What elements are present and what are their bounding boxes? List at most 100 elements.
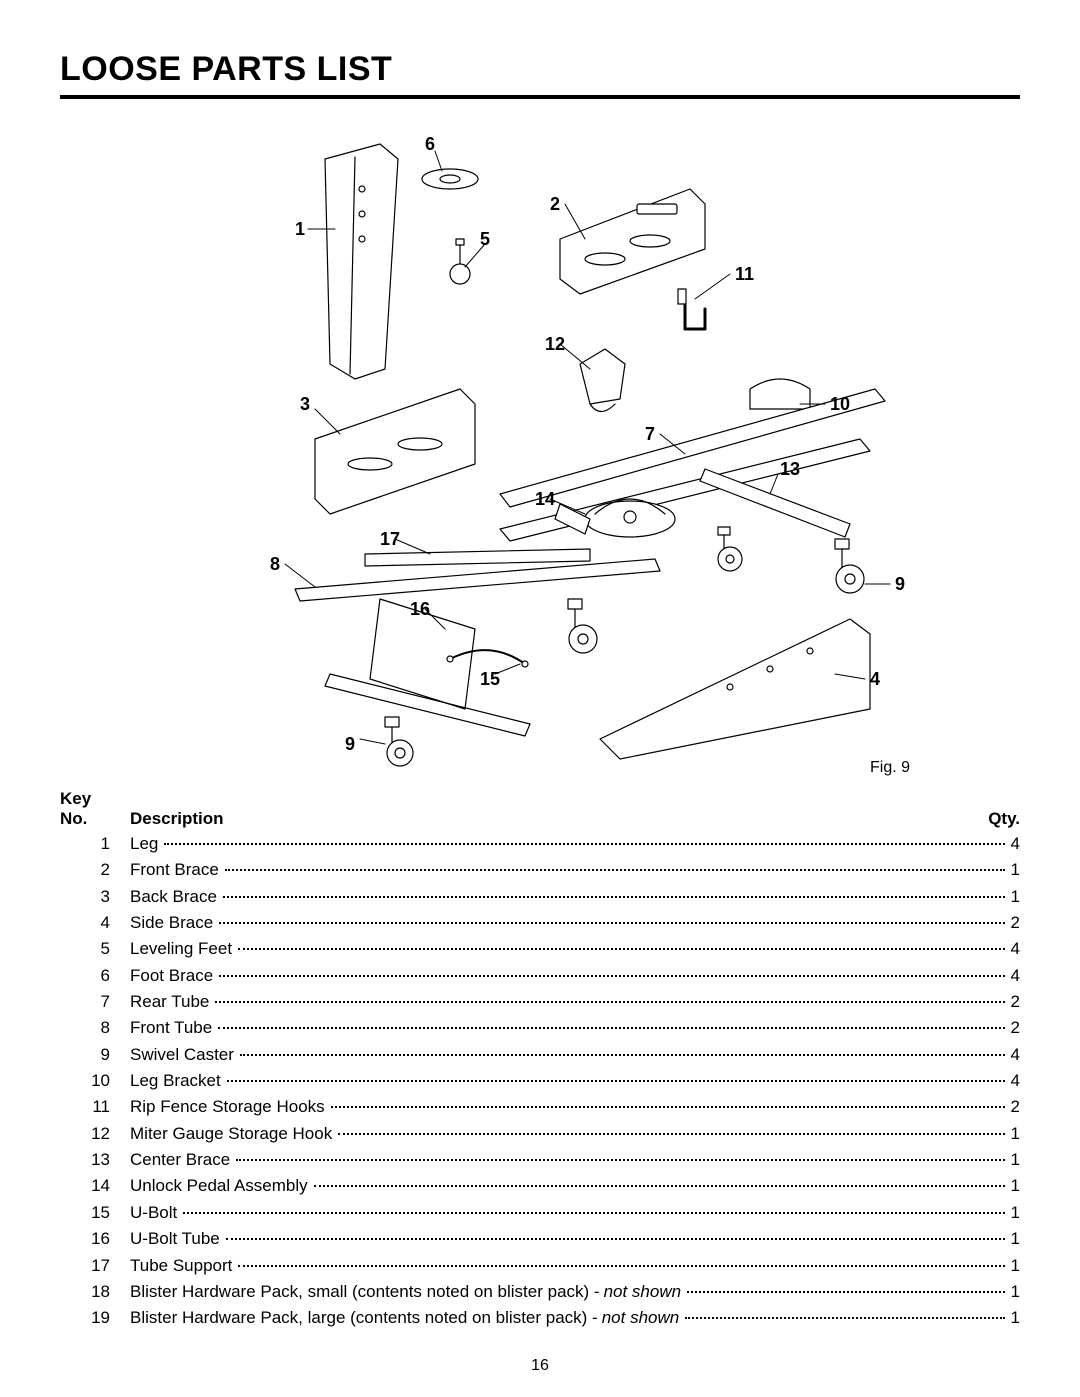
callout-number: 9 <box>895 574 905 595</box>
cell-key-no: 9 <box>60 1042 130 1068</box>
cell-description: Rear Tube <box>130 989 213 1015</box>
header-key-line1: Key <box>60 789 130 809</box>
cell-key-no: 8 <box>60 1015 130 1041</box>
leader-dots <box>225 869 1005 871</box>
leader-dots <box>238 1265 1004 1267</box>
callout-number: 6 <box>425 134 435 155</box>
cell-description: Blister Hardware Pack, large (contents n… <box>130 1305 602 1331</box>
cell-key-no: 7 <box>60 989 130 1015</box>
header-description: Description <box>130 809 960 829</box>
table-row: 3Back Brace1 <box>60 884 1020 910</box>
callout-number: 5 <box>480 229 490 250</box>
callout-number: 14 <box>535 489 555 510</box>
leader-dots <box>687 1291 1004 1293</box>
table-row: 7Rear Tube 2 <box>60 989 1020 1015</box>
cell-qty: 1 <box>1007 1226 1020 1252</box>
callouts-layer: 16521112310713141789161549 <box>130 119 950 769</box>
cell-qty: 4 <box>1007 963 1020 989</box>
callout-number: 16 <box>410 599 430 620</box>
cell-qty: 2 <box>1007 1094 1020 1120</box>
cell-description: Leg Bracket <box>130 1068 225 1094</box>
leader-dots <box>314 1185 1005 1187</box>
cell-key-no: 19 <box>60 1305 130 1331</box>
cell-qty: 1 <box>1007 1121 1020 1147</box>
table-row: 17Tube Support 1 <box>60 1253 1020 1279</box>
cell-key-no: 3 <box>60 884 130 910</box>
callout-number: 10 <box>830 394 850 415</box>
table-row: 1Leg4 <box>60 831 1020 857</box>
leader-dots <box>240 1054 1005 1056</box>
cell-description: Center Brace <box>130 1147 234 1173</box>
parts-table: 1Leg42Front Brace13Back Brace14Side Brac… <box>60 831 1020 1332</box>
cell-key-no: 10 <box>60 1068 130 1094</box>
cell-description: Rip Fence Storage Hooks <box>130 1094 329 1120</box>
callout-number: 1 <box>295 219 305 240</box>
callout-number: 8 <box>270 554 280 575</box>
cell-description: Leg <box>130 831 162 857</box>
cell-key-no: 15 <box>60 1200 130 1226</box>
cell-key-no: 11 <box>60 1094 130 1120</box>
cell-qty: 2 <box>1007 989 1020 1015</box>
leader-dots <box>183 1212 1004 1214</box>
page: LOOSE PARTS LIST <box>0 0 1080 1397</box>
cell-qty: 1 <box>1007 1305 1020 1331</box>
cell-description: U-Bolt <box>130 1200 181 1226</box>
cell-key-no: 13 <box>60 1147 130 1173</box>
cell-key-no: 12 <box>60 1121 130 1147</box>
cell-key-no: 14 <box>60 1173 130 1199</box>
cell-description: Front Tube <box>130 1015 216 1041</box>
leader-dots <box>164 843 1004 845</box>
cell-key-no: 2 <box>60 857 130 883</box>
cell-qty: 4 <box>1007 1042 1020 1068</box>
leader-dots <box>238 948 1004 950</box>
callout-number: 17 <box>380 529 400 550</box>
cell-key-no: 17 <box>60 1253 130 1279</box>
leader-dots <box>219 922 1004 924</box>
cell-description: Leveling Feet <box>130 936 236 962</box>
cell-description: Side Brace <box>130 910 217 936</box>
cell-description: Front Brace <box>130 857 223 883</box>
cell-qty: 2 <box>1007 910 1020 936</box>
cell-description: Tube Support <box>130 1253 236 1279</box>
table-row: 11Rip Fence Storage Hooks 2 <box>60 1094 1020 1120</box>
leader-dots <box>338 1133 1004 1135</box>
cell-qty: 4 <box>1007 1068 1020 1094</box>
cell-qty: 1 <box>1007 1279 1020 1305</box>
table-row: 8Front Tube2 <box>60 1015 1020 1041</box>
cell-key-no: 6 <box>60 963 130 989</box>
table-row: 4Side Brace 2 <box>60 910 1020 936</box>
callout-number: 9 <box>345 734 355 755</box>
header-key-line2: No. <box>60 809 130 829</box>
table-row: 2Front Brace1 <box>60 857 1020 883</box>
cell-key-no: 18 <box>60 1279 130 1305</box>
table-row: 18Blister Hardware Pack, small (contents… <box>60 1279 1020 1305</box>
table-row: 13Center Brace1 <box>60 1147 1020 1173</box>
page-number: 16 <box>0 1357 1080 1375</box>
table-row: 19Blister Hardware Pack, large (contents… <box>60 1305 1020 1331</box>
leader-dots <box>226 1238 1005 1240</box>
leader-dots <box>219 975 1004 977</box>
figure-caption: Fig. 9 <box>870 759 910 777</box>
leader-dots <box>223 896 1005 898</box>
leader-dots <box>685 1317 1004 1319</box>
table-row: 16U-Bolt Tube 1 <box>60 1226 1020 1252</box>
parts-diagram: 16521112310713141789161549 Fig. 9 <box>60 119 1020 779</box>
cell-qty: 1 <box>1007 1253 1020 1279</box>
cell-key-no: 16 <box>60 1226 130 1252</box>
table-row: 14Unlock Pedal Assembly1 <box>60 1173 1020 1199</box>
cell-note: not shown <box>604 1279 686 1305</box>
cell-key-no: 4 <box>60 910 130 936</box>
cell-qty: 1 <box>1007 1200 1020 1226</box>
leader-dots <box>331 1106 1005 1108</box>
leader-dots <box>215 1001 1004 1003</box>
cell-description: U-Bolt Tube <box>130 1226 224 1252</box>
callout-number: 11 <box>735 264 754 285</box>
header-qty: Qty. <box>960 809 1020 829</box>
callout-number: 3 <box>300 394 310 415</box>
cell-qty: 1 <box>1007 1173 1020 1199</box>
header-key: Key No. <box>60 789 130 829</box>
table-row: 9Swivel Caster4 <box>60 1042 1020 1068</box>
table-row: 5Leveling Feet4 <box>60 936 1020 962</box>
callout-number: 4 <box>870 669 880 690</box>
table-row: 12Miter Gauge Storage Hook1 <box>60 1121 1020 1147</box>
